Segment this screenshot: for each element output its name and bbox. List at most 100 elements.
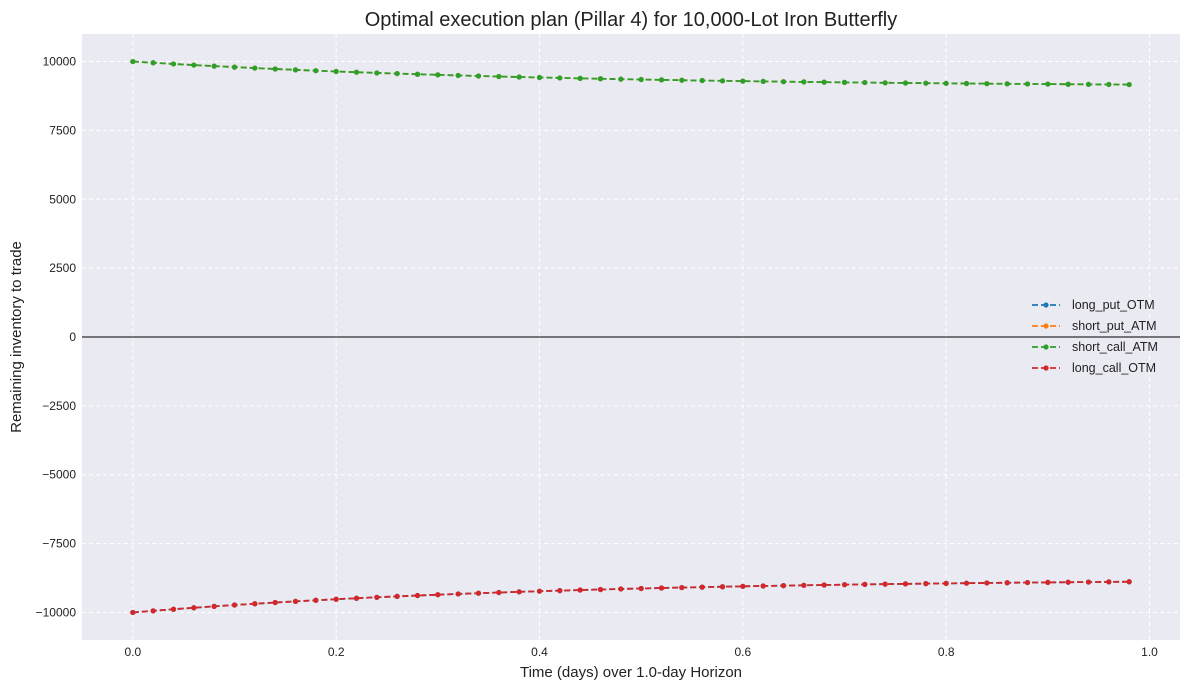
data-point xyxy=(536,588,543,594)
y-tick-label: −10000 xyxy=(36,605,77,619)
data-point xyxy=(333,68,339,75)
data-point xyxy=(353,69,360,75)
data-point xyxy=(923,80,929,86)
data-point xyxy=(923,581,929,587)
data-point xyxy=(1024,81,1031,87)
data-point xyxy=(780,79,787,85)
data-point xyxy=(516,74,522,80)
data-point xyxy=(272,599,278,606)
data-point xyxy=(394,70,400,77)
data-point xyxy=(658,585,665,591)
data-point xyxy=(150,608,156,614)
data-point xyxy=(252,65,258,71)
data-point xyxy=(557,588,563,594)
data-point xyxy=(1065,579,1071,585)
data-point xyxy=(597,76,604,82)
data-point xyxy=(618,76,624,82)
data-point xyxy=(1085,579,1092,585)
data-point xyxy=(597,586,604,593)
data-point xyxy=(170,61,177,67)
data-point xyxy=(841,79,848,85)
data-point xyxy=(1106,81,1112,88)
x-tick-label: 0.6 xyxy=(734,645,751,659)
data-point xyxy=(1045,579,1051,585)
x-axis-label: Time (days) over 1.0-day Horizon xyxy=(520,664,742,681)
data-point xyxy=(638,76,644,83)
x-tick-label: 0.8 xyxy=(938,645,955,659)
data-point xyxy=(1126,579,1132,585)
y-axis-label: Remaining inventory to trade xyxy=(8,241,25,433)
data-point xyxy=(638,585,644,592)
data-point xyxy=(496,589,502,596)
data-point xyxy=(1045,81,1051,87)
data-point xyxy=(943,80,949,86)
data-point xyxy=(801,79,807,85)
series-line xyxy=(132,580,1130,614)
y-tick-label: −5000 xyxy=(42,468,76,482)
data-point xyxy=(963,580,970,586)
data-point xyxy=(862,581,868,588)
data-point xyxy=(760,583,766,589)
series-short_call_ATM xyxy=(130,58,1132,88)
data-point xyxy=(191,62,197,68)
data-point xyxy=(618,586,624,592)
data-point xyxy=(435,592,441,598)
y-tick-label: −7500 xyxy=(42,537,76,551)
series-layer xyxy=(130,58,1132,616)
data-point xyxy=(760,78,766,85)
data-point xyxy=(679,77,685,83)
legend: long_put_OTM short_put_ATM short_call_ATMl… xyxy=(1032,298,1158,375)
data-point xyxy=(1085,81,1092,87)
data-point xyxy=(1065,81,1071,87)
data-point xyxy=(801,582,807,588)
data-point xyxy=(211,603,217,609)
legend-item: short_call_ATM xyxy=(1032,340,1158,354)
y-tick-label: 2500 xyxy=(49,261,76,275)
data-point xyxy=(943,580,949,586)
x-tick-label: 0.2 xyxy=(328,645,345,659)
data-point xyxy=(740,583,746,589)
data-point xyxy=(658,77,665,83)
data-point xyxy=(679,584,685,591)
data-point xyxy=(780,583,787,589)
legend-item: short_put_ATM xyxy=(1032,319,1157,333)
data-point xyxy=(130,609,136,616)
legend-swatch-marker xyxy=(1043,365,1049,371)
data-point xyxy=(455,72,461,79)
data-point xyxy=(1004,580,1010,586)
data-point xyxy=(882,80,888,86)
data-point xyxy=(536,74,543,81)
data-point xyxy=(414,71,421,77)
data-point xyxy=(170,606,177,612)
legend-item: long_put_OTM xyxy=(1032,298,1155,312)
data-point xyxy=(984,580,990,586)
legend-label: long_put_OTM xyxy=(1072,298,1155,312)
chart-title: Optimal execution plan (Pillar 4) for 10… xyxy=(365,9,897,31)
data-point xyxy=(292,598,299,604)
legend-swatch-marker xyxy=(1043,344,1049,350)
data-point xyxy=(191,605,197,611)
data-point xyxy=(231,602,238,608)
y-tick-label: 10000 xyxy=(43,55,77,69)
legend-label: short_call_ATM xyxy=(1072,340,1158,354)
data-point xyxy=(902,581,909,587)
data-point xyxy=(719,78,726,84)
legend-swatch-marker xyxy=(1043,302,1049,308)
data-point xyxy=(902,80,909,86)
data-point xyxy=(516,589,522,595)
data-point xyxy=(252,601,258,607)
data-point xyxy=(577,587,583,593)
data-point xyxy=(557,75,563,81)
data-point xyxy=(333,596,339,602)
data-point xyxy=(130,58,136,65)
y-tick-label: 5000 xyxy=(49,192,76,206)
data-point xyxy=(272,66,278,72)
legend-label: long_call_OTM xyxy=(1072,361,1156,375)
data-point xyxy=(1126,81,1132,88)
x-tick-label: 0.4 xyxy=(531,645,548,659)
data-point xyxy=(374,594,380,600)
legend-label: short_put_ATM xyxy=(1072,319,1157,333)
data-point xyxy=(150,60,156,66)
